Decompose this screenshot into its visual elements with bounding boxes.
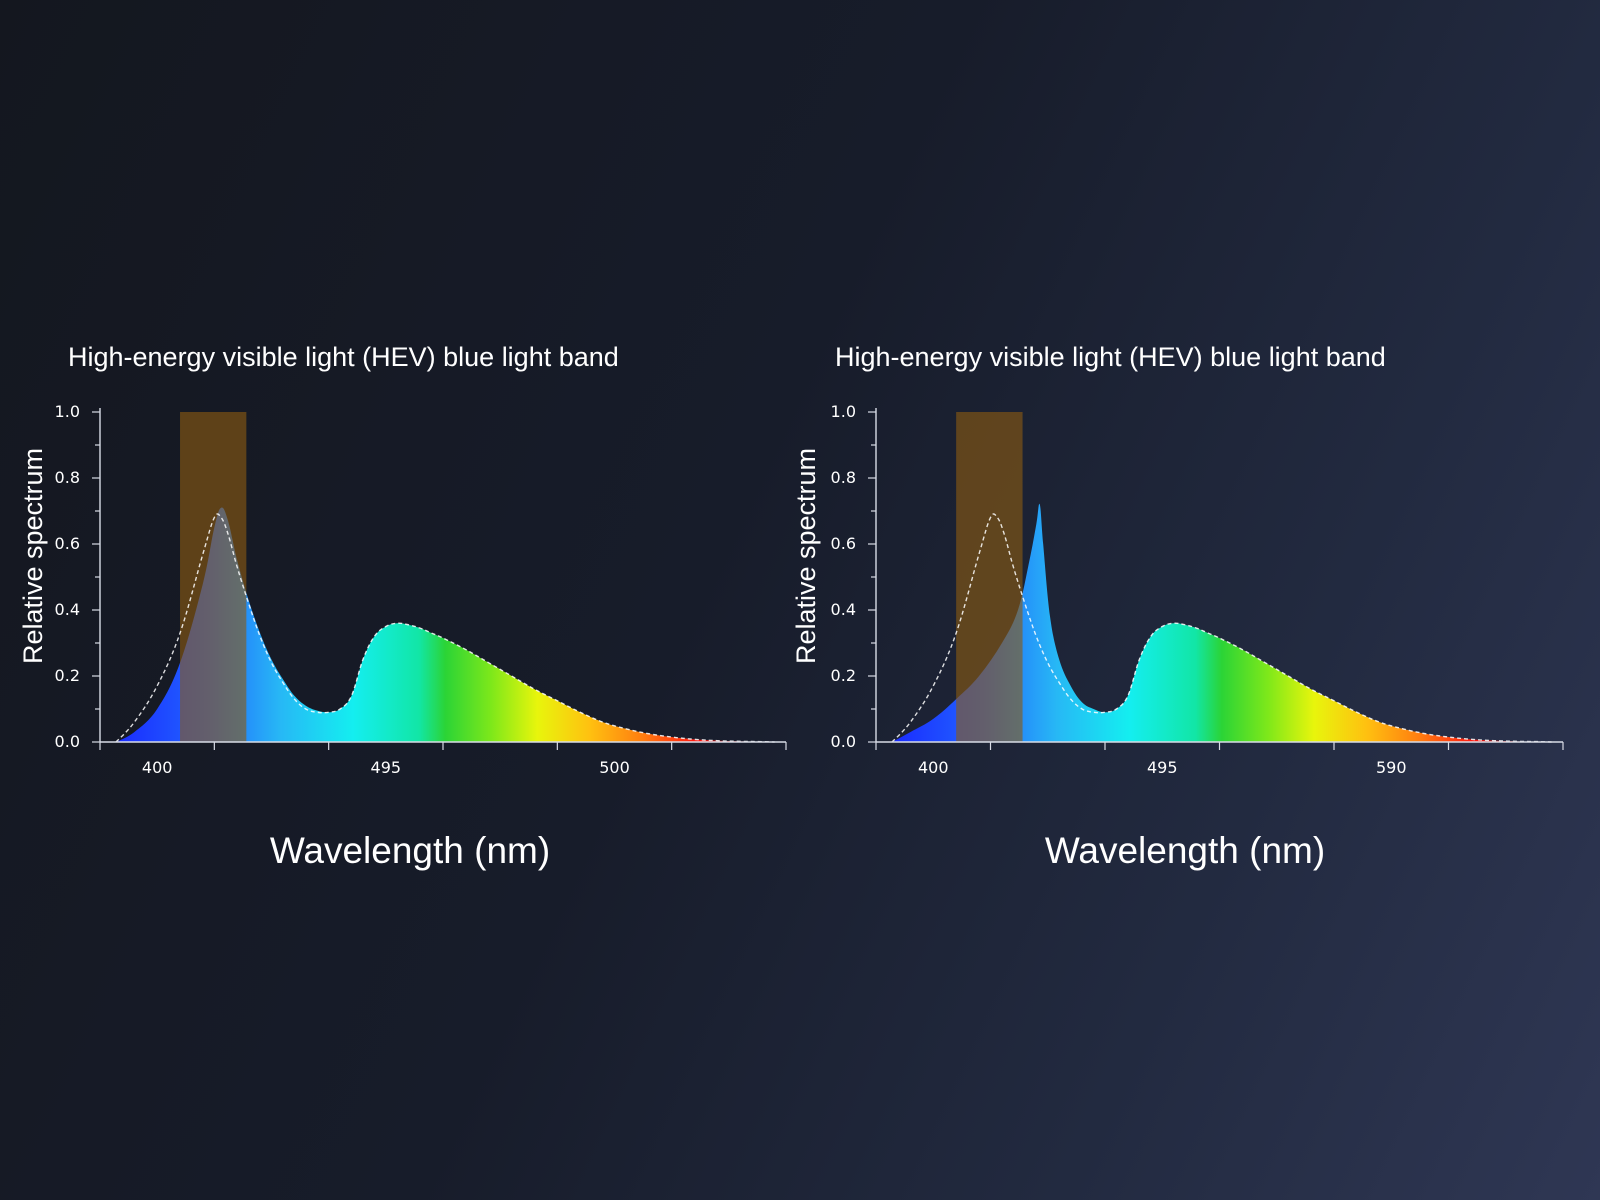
x-tick-label: 495 <box>1147 758 1178 777</box>
x-tick-label: 495 <box>371 758 402 777</box>
chart-title: High-energy visible light (HEV) blue lig… <box>835 342 1386 372</box>
chart-title: High-energy visible light (HEV) blue lig… <box>68 342 619 372</box>
y-tick-label: 0.4 <box>55 600 80 619</box>
spectrum-area <box>892 503 1552 742</box>
reference-spectrum-curve <box>891 513 1552 743</box>
y-tick-label: 0.4 <box>831 600 856 619</box>
x-tick-label: 400 <box>142 758 173 777</box>
y-tick-label: 1.0 <box>55 402 80 421</box>
y-axis-title: Relative spectrum <box>791 448 821 664</box>
y-tick-label: 0.8 <box>55 468 80 487</box>
chart-panel-right: High-energy visible light (HEV) blue lig… <box>791 342 1564 871</box>
y-tick-label: 0.0 <box>831 732 856 751</box>
y-axis-title: Relative spectrum <box>18 448 48 664</box>
x-tick-label: 500 <box>599 758 630 777</box>
x-tick-label: 590 <box>1376 758 1407 777</box>
y-tick-label: 0.0 <box>55 732 80 751</box>
y-tick-label: 0.2 <box>55 666 80 685</box>
plot-area: 0.0 0.2 0.4 0.6 0.8 1.0 400 495 500 <box>55 402 787 777</box>
hev-band-highlight <box>956 412 1023 742</box>
reference-spectrum-curve <box>115 513 775 743</box>
y-tick-label: 0.2 <box>831 666 856 685</box>
y-tick-label: 0.6 <box>831 534 856 553</box>
chart-panel-left: High-energy visible light (HEV) blue lig… <box>18 342 787 871</box>
plot-area: 0.0 0.2 0.4 0.6 0.8 1.0 400 495 590 <box>831 402 1564 777</box>
hev-band-highlight <box>180 412 247 742</box>
x-axis-title: Wavelength (nm) <box>1045 830 1325 871</box>
spectrum-area <box>116 507 775 742</box>
y-tick-label: 0.8 <box>831 468 856 487</box>
y-tick-label: 1.0 <box>831 402 856 421</box>
y-tick-label: 0.6 <box>55 534 80 553</box>
x-axis-title: Wavelength (nm) <box>270 830 550 871</box>
x-tick-label: 400 <box>918 758 949 777</box>
